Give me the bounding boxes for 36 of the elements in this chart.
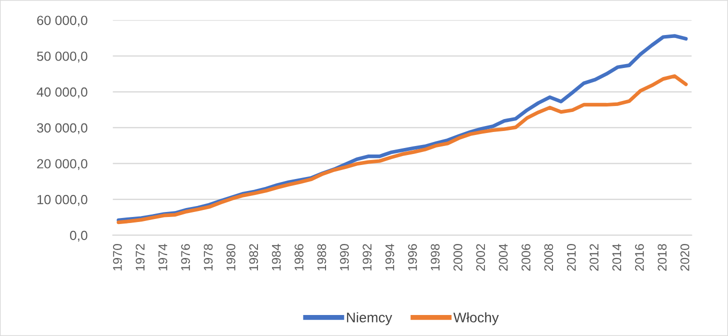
x-tick-label: 2008 [544, 244, 554, 271]
y-tick-label: 30 000,0 [36, 123, 88, 134]
y-tick-label: 50 000,0 [37, 52, 88, 62]
x-tick-label: 1986 [294, 244, 304, 270]
y-tick-label: 40 000,0 [36, 87, 88, 98]
x-tick-label: 2002 [476, 244, 486, 271]
x-tick-label: 1994 [385, 244, 394, 270]
x-tick-label: 1972 [136, 244, 145, 270]
x-tick-label: 1978 [204, 244, 213, 270]
x-tick-label: 1990 [340, 244, 349, 270]
x-tick-label: 1974 [158, 244, 168, 270]
x-tick-label: 1980 [226, 244, 236, 270]
x-tick-label: 2016 [635, 244, 644, 271]
x-tick-label: 1992 [362, 244, 372, 270]
x-tick-label: 1976 [181, 244, 190, 270]
legend-label: Niemcy [347, 312, 392, 326]
x-tick-label: 1984 [272, 244, 281, 270]
x-tick-label: 2000 [453, 244, 462, 271]
x-tick-label: 2020 [680, 244, 690, 271]
x-tick-label: 1988 [317, 244, 326, 270]
x-tick-label: 2006 [522, 244, 530, 271]
y-tick-label: 10 000,0 [37, 194, 88, 206]
x-tick-label: 2010 [566, 244, 576, 271]
x-tick-label: 2004 [498, 244, 508, 271]
legend-label: Włochy [453, 312, 499, 326]
y-tick-label: 60 000,0 [37, 16, 88, 27]
x-tick-label: 1982 [249, 244, 258, 270]
y-tick-label: 0,0 [70, 230, 88, 242]
x-tick-label: 2012 [590, 244, 598, 271]
x-tick-label: 1998 [430, 244, 440, 270]
line-series [116, 74, 688, 224]
x-tick-label: 1996 [408, 244, 417, 270]
y-tick-label: 20 000,0 [37, 159, 88, 170]
x-tick-label: 1970 [113, 244, 122, 270]
x-tick-label: 2018 [658, 244, 667, 271]
x-tick-label: 2014 [612, 244, 622, 271]
